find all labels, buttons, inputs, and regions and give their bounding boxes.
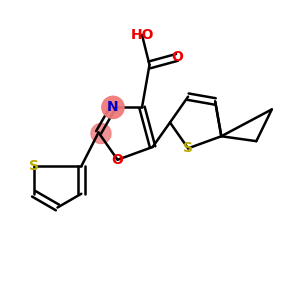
Circle shape (102, 96, 124, 118)
Circle shape (102, 96, 124, 118)
Text: S: S (183, 141, 193, 155)
Circle shape (91, 124, 111, 143)
Text: N: N (107, 100, 119, 114)
Text: HO: HO (130, 28, 154, 42)
Text: O: O (171, 50, 183, 64)
Text: O: O (112, 153, 124, 167)
Text: S: S (29, 159, 39, 173)
